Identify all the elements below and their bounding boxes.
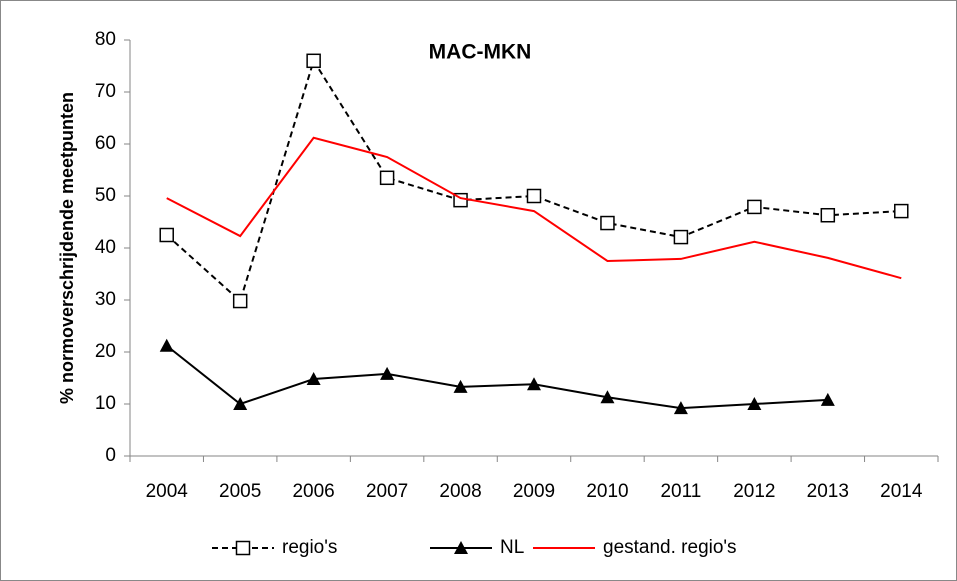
x-tick-label: 2006: [292, 481, 334, 502]
x-tick-label: 2012: [733, 481, 775, 502]
series-line: [166, 58, 902, 303]
data-point: [747, 397, 762, 410]
y-tick-label: 60: [95, 133, 116, 154]
legend-label: regio's: [282, 537, 337, 558]
x-tick-label: 2014: [880, 481, 923, 502]
series-line: [166, 136, 902, 280]
y-tick-label: 30: [95, 289, 116, 310]
x-tick-label: 2010: [586, 481, 628, 502]
y-tick-label: 40: [95, 237, 116, 258]
data-point: [747, 199, 762, 215]
data-point: [159, 338, 174, 352]
data-point: [600, 215, 615, 231]
x-tick-label: 2008: [439, 481, 481, 502]
data-point: [306, 53, 321, 69]
y-tick-label: 10: [95, 393, 116, 414]
y-tick-label: 0: [105, 445, 116, 466]
x-tick-label: 2011: [660, 481, 701, 502]
y-tick-label: 20: [95, 341, 116, 362]
data-point: [379, 170, 395, 186]
y-axis-label: % normoverschrijdende meetpunten: [57, 92, 77, 404]
data-point: [894, 203, 909, 219]
legend-label: NL: [500, 537, 524, 558]
x-tick-label: 2007: [366, 481, 408, 502]
x-tick-label: 2005: [219, 481, 261, 502]
legend-marker: [454, 541, 468, 554]
x-tick-label: 2009: [513, 481, 555, 502]
y-tick-label: 70: [95, 81, 116, 102]
data-point: [453, 379, 468, 393]
data-point: [380, 366, 395, 380]
data-point: [526, 188, 542, 204]
legend-marker: [235, 540, 251, 556]
data-point: [159, 227, 174, 243]
data-point: [820, 392, 835, 406]
data-point: [673, 401, 688, 415]
data-point: [600, 390, 615, 404]
data-point: [232, 293, 248, 309]
legend-label: gestand. regio's: [603, 537, 737, 558]
x-tick-label: 2013: [807, 481, 849, 502]
y-tick-label: 80: [95, 29, 116, 50]
data-point: [527, 377, 541, 391]
data-point: [820, 207, 836, 223]
chart-title: MAC-MKN: [429, 41, 532, 64]
data-point: [233, 397, 248, 410]
y-tick-label: 50: [95, 185, 116, 206]
data-point: [306, 372, 321, 386]
series-line: [166, 344, 828, 410]
x-tick-label: 2004: [146, 481, 189, 502]
data-point: [673, 229, 689, 245]
